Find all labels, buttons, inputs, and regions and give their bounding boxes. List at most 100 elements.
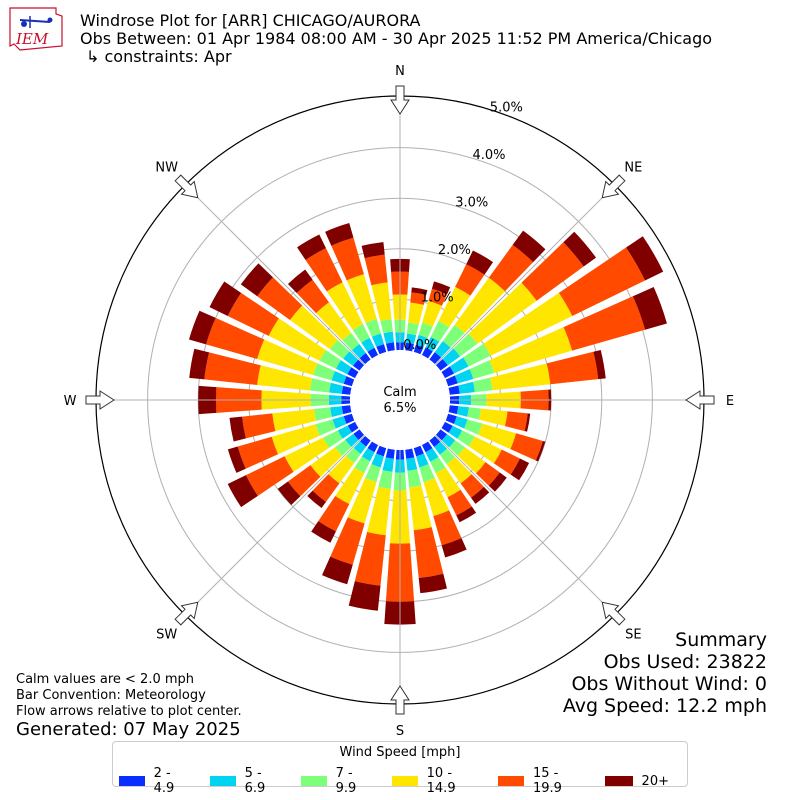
windrose-bar-segment bbox=[345, 447, 361, 463]
windrose-bar-segment bbox=[434, 341, 451, 358]
windrose-bar-segment bbox=[209, 281, 242, 316]
windrose-bar-segment bbox=[334, 439, 352, 456]
windrose-bar-segment bbox=[325, 223, 354, 246]
windrose-bar-segment bbox=[456, 506, 477, 523]
windrose-bar-segment bbox=[442, 324, 465, 348]
windrose-bar-segment bbox=[361, 242, 385, 259]
direction-spoke bbox=[435, 185, 615, 365]
windrose-bar-segment bbox=[296, 279, 329, 314]
windrose-bar-segment bbox=[188, 310, 216, 345]
windrose-bar-segment bbox=[406, 322, 419, 336]
windrose-bar-segment bbox=[343, 413, 355, 424]
windrose-bar-segment bbox=[468, 282, 537, 344]
windrose-bar-segment bbox=[330, 406, 344, 417]
windrose-bar-segment bbox=[378, 470, 393, 489]
windrose-bar-segment bbox=[272, 409, 317, 432]
windrose-bar-segment bbox=[284, 437, 330, 472]
windrose-bar-segment bbox=[354, 456, 371, 474]
windrose-bar-segment bbox=[441, 421, 453, 433]
windrose-bar-segment bbox=[316, 302, 352, 341]
windrose-bar-segment bbox=[419, 464, 435, 483]
flow-arrow-icon bbox=[174, 601, 199, 626]
windrose-bar-segment bbox=[468, 436, 502, 464]
calm-label: Calm bbox=[383, 385, 416, 400]
windrose-bar-segment bbox=[322, 556, 353, 585]
windrose-bar-segment bbox=[425, 336, 440, 352]
windrose-bar-segment bbox=[425, 448, 439, 462]
windrose-bar-segment bbox=[409, 485, 432, 531]
windrose-bar-segment bbox=[408, 302, 424, 325]
legend-item: 5 - 6.9 bbox=[209, 766, 283, 796]
windrose-bar-segment bbox=[441, 434, 456, 448]
windrose-bar-segment bbox=[330, 517, 365, 565]
windrose-bar-segment bbox=[438, 286, 471, 328]
windrose-bar-segment bbox=[476, 462, 500, 486]
radial-tick-label: 5.0% bbox=[490, 100, 523, 115]
direction-label: W bbox=[64, 394, 77, 409]
windrose-bar-segment bbox=[385, 342, 395, 352]
windrose-bar-segment bbox=[337, 425, 352, 439]
logo-text: IEM bbox=[15, 30, 49, 48]
direction-label: NW bbox=[155, 161, 178, 176]
legend-swatch bbox=[300, 776, 327, 786]
flow-arrow-icon bbox=[601, 601, 626, 626]
windrose-bar-segment bbox=[448, 405, 459, 415]
windrose-bar-segment bbox=[456, 406, 469, 417]
chart-title: Windrose Plot for [ARR] CHICAGO/AURORA bbox=[80, 11, 421, 30]
windrose-bar-segment bbox=[563, 231, 597, 267]
direction-label: NE bbox=[624, 161, 642, 176]
legend-swatch bbox=[391, 776, 418, 786]
windrose-bar-segment bbox=[535, 440, 546, 462]
windrose-bar-segment bbox=[428, 288, 448, 306]
legend-label: 5 - 6.9 bbox=[244, 766, 266, 796]
windrose-bar-segment bbox=[227, 292, 279, 336]
windrose-bar-segment bbox=[227, 446, 246, 473]
direction-label: SW bbox=[156, 627, 177, 642]
windrose-bar-segment bbox=[410, 292, 427, 305]
legend-swatch bbox=[498, 776, 524, 786]
windrose-bar-segment bbox=[407, 469, 422, 488]
windrose-bar-segment bbox=[313, 363, 335, 381]
legend-item: 10 - 14.9 bbox=[391, 766, 480, 796]
windrose-bar-segment bbox=[457, 430, 475, 447]
direction-label: N bbox=[395, 64, 405, 79]
windrose-bar-segment bbox=[441, 366, 455, 379]
note-flow-arrows: Flow arrows relative to plot center. bbox=[16, 704, 242, 719]
windrose-bar-segment bbox=[342, 332, 360, 351]
windrose-bar-segment bbox=[307, 490, 326, 508]
windrose-bar-segment bbox=[242, 413, 276, 439]
windrose-bar-segment bbox=[345, 433, 359, 448]
windrose-bar-segment bbox=[439, 448, 456, 465]
legend: Wind Speed [mph] 2 - 4.9 5 - 6.9 7 - 9.9 10… bbox=[112, 741, 688, 796]
windrose-bar-segment bbox=[204, 352, 261, 385]
direction-label: E bbox=[726, 394, 734, 409]
direction-spoke bbox=[185, 185, 365, 365]
windrose-bar-segment bbox=[380, 319, 393, 334]
calm-value: 6.5% bbox=[383, 401, 416, 416]
windrose-bar-segment bbox=[422, 300, 442, 327]
legend-swatch bbox=[119, 776, 145, 786]
windrose-bar-segment bbox=[329, 382, 344, 394]
windrose-bar-segment bbox=[445, 413, 457, 425]
radial-tick-labels: 0.0% 1.0% 2.0% 3.0% 4.0% 5.0% bbox=[403, 100, 523, 353]
windrose-bar-segment bbox=[352, 359, 365, 371]
windrose-bar-segment bbox=[416, 453, 429, 468]
windrose-bar-segment bbox=[430, 456, 446, 474]
windrose-bar-segment bbox=[331, 371, 347, 384]
windrose-bar-segment bbox=[331, 237, 364, 281]
windrose-bar-segment bbox=[359, 435, 371, 447]
windrose-bar-segment bbox=[347, 421, 359, 433]
legend-label: 20+ bbox=[641, 773, 669, 789]
radial-tick-label: 0.0% bbox=[403, 338, 436, 353]
windrose-bar-segment bbox=[488, 244, 534, 292]
windrose-bar-segment bbox=[445, 375, 458, 387]
windrose-bar-segment bbox=[455, 264, 485, 296]
windrose-bar-segment bbox=[268, 318, 326, 361]
windrose-bar-segment bbox=[341, 405, 352, 415]
windrose-bar-segment bbox=[454, 277, 506, 334]
windrose-bar-segment bbox=[493, 449, 520, 475]
windrose-bar-segment bbox=[385, 448, 395, 459]
direction-spoke bbox=[435, 435, 615, 615]
windrose-bar-segment bbox=[488, 472, 507, 492]
